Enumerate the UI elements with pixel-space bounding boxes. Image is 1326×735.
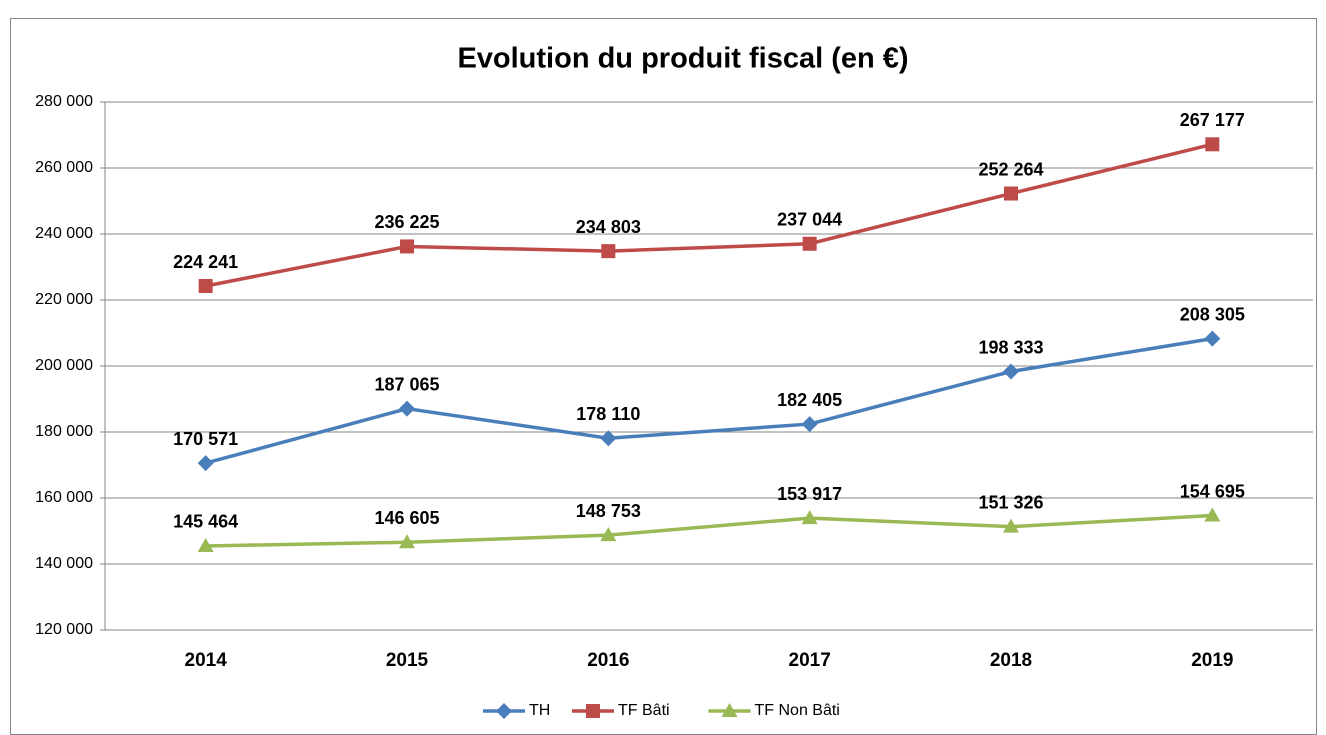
y-tick-label: 220 000 [35,291,93,308]
data-label: 237 044 [777,210,842,230]
data-label: 153 917 [777,484,842,504]
marker [197,455,214,472]
x-tick-label: 2014 [185,650,228,671]
marker [1205,137,1220,152]
y-tick-label: 240 000 [35,225,93,242]
data-label: 267 177 [1180,110,1245,130]
data-label: 154 695 [1180,481,1245,501]
marker [197,537,214,552]
marker [802,236,817,251]
line [205,513,1213,548]
marker [198,279,213,294]
y-tick-label: 160 000 [35,489,93,506]
marker [399,400,415,417]
marker [601,244,616,259]
legend-marker [721,703,738,717]
data-label: 234 803 [576,217,641,237]
data-label: 178 110 [576,404,640,424]
data-label: 148 753 [576,501,641,521]
chart-title: Evolution du produit fiscal (en €) [457,43,908,75]
chart-border [10,18,1317,735]
y-tick-label: 120 000 [35,621,93,638]
marker [600,430,617,447]
line [205,336,1213,465]
marker [1004,186,1018,201]
data-label: 182 405 [777,390,842,410]
line [205,142,1213,288]
marker [400,239,414,254]
marker [1003,518,1019,533]
data-label: 187 065 [374,374,439,394]
x-tick-label: 2018 [990,650,1032,671]
legend-label: TH [529,702,550,719]
marker [399,534,415,549]
y-tick-label: 260 000 [35,159,93,176]
marker [801,416,818,433]
marker [801,510,818,525]
legend-label: TF Non Bâti [755,702,840,719]
data-label: 198 333 [978,337,1043,357]
marker [600,527,617,542]
y-tick-label: 200 000 [35,357,93,374]
marker [1003,363,1019,380]
legend-marker [496,703,512,719]
x-tick-label: 2015 [386,650,429,671]
data-label: 146 605 [374,508,439,528]
data-label: 252 264 [978,159,1043,179]
data-label: 236 225 [374,212,439,232]
data-label: 224 241 [173,252,238,272]
y-tick-label: 140 000 [35,555,93,572]
y-tick-label: 280 000 [35,93,93,110]
x-tick-label: 2016 [587,650,629,671]
marker [1204,330,1221,347]
data-label: 170 571 [173,429,238,449]
legend-marker [586,704,600,718]
y-tick-label: 180 000 [35,423,93,440]
data-label: 208 305 [1180,304,1245,324]
x-tick-label: 2019 [1191,650,1233,671]
legend-label: TF Bâti [618,702,670,719]
marker [1204,507,1221,522]
x-tick-label: 2017 [789,650,831,671]
data-label: 145 464 [173,512,238,532]
data-label: 151 326 [978,492,1043,512]
